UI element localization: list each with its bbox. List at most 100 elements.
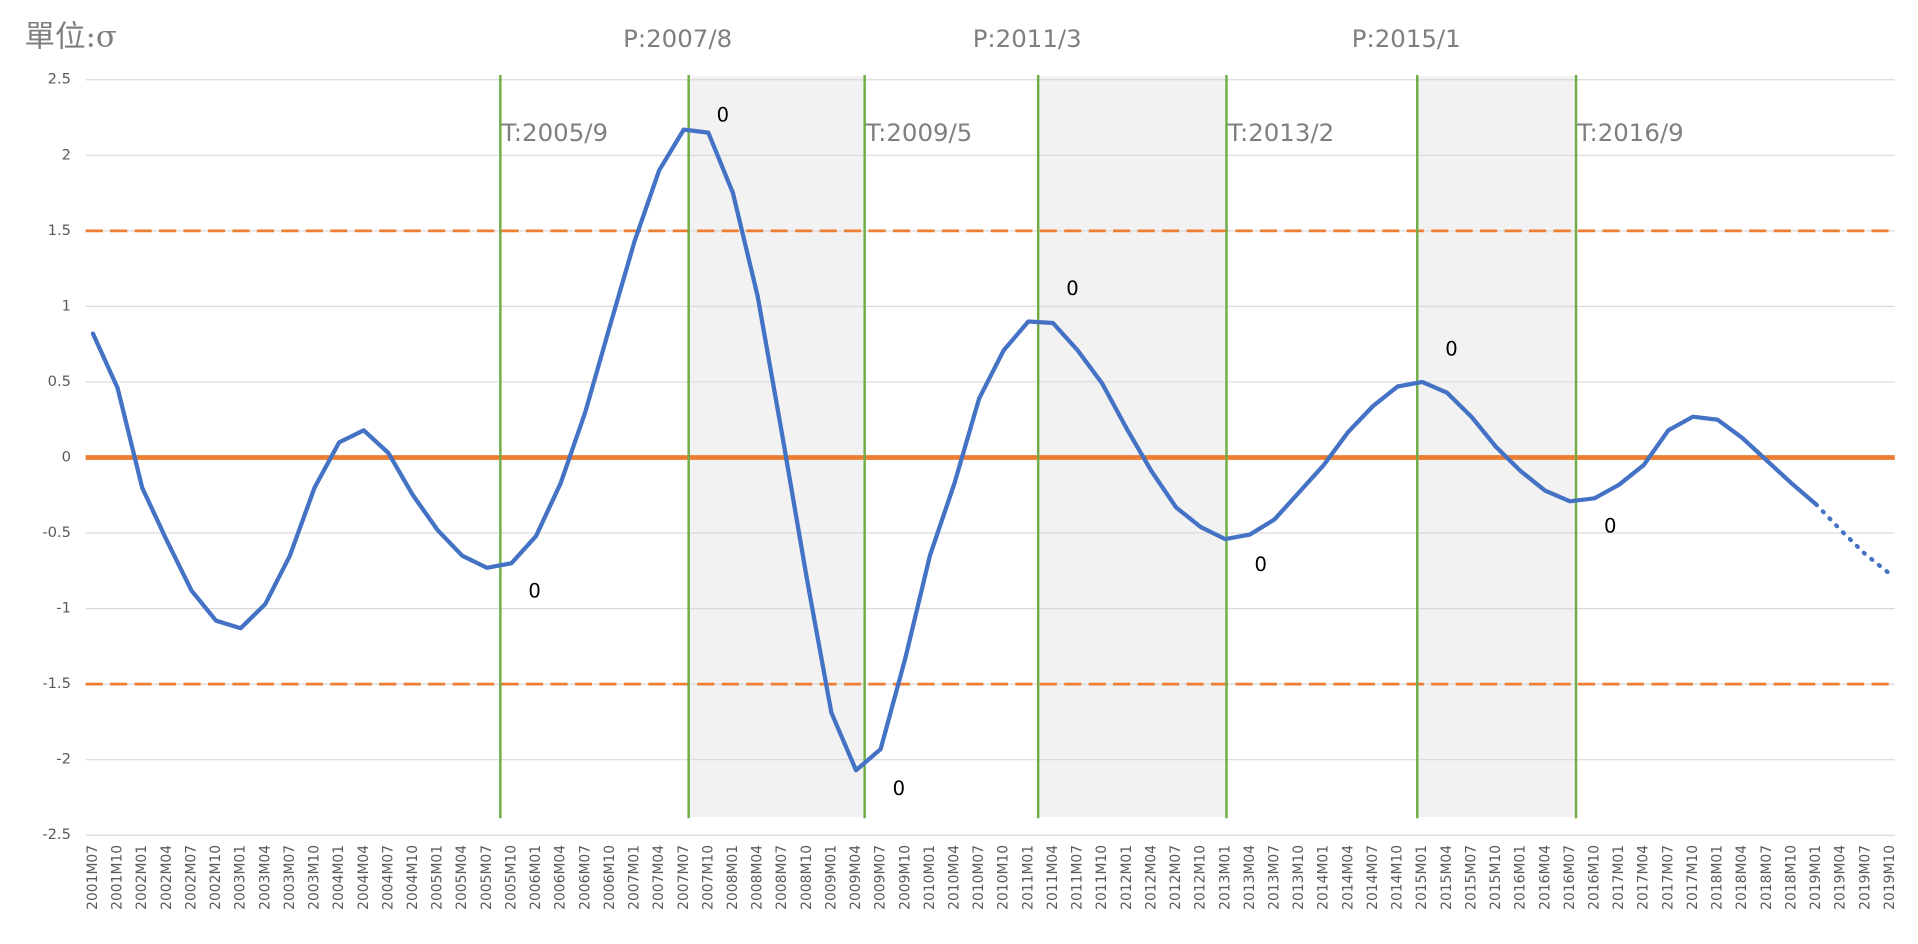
x-tick-label: 2017M10 [1685, 845, 1701, 910]
x-tick-label: 2010M01 [922, 845, 938, 910]
y-tick-label: -1.5 [42, 675, 71, 692]
y-tick-label: -2.5 [42, 826, 71, 843]
y-tick-label: -0.5 [42, 524, 71, 541]
x-tick-label: 2005M10 [503, 845, 519, 910]
x-tick-label: 2005M04 [454, 845, 470, 910]
x-tick-label: 2002M01 [134, 845, 150, 910]
y-tick-label: 0 [62, 449, 71, 466]
x-tick-label: 2005M07 [479, 845, 495, 910]
x-tick-label: 2015M01 [1414, 845, 1430, 910]
x-tick-label: 2004M01 [331, 845, 347, 910]
x-tick-label: 2019M10 [1882, 845, 1898, 910]
y-tick-label: 0.5 [48, 373, 71, 390]
x-tick-label: 2018M04 [1734, 845, 1750, 910]
x-tick-label: 2012M10 [1193, 845, 1209, 910]
x-tick-label: 2008M04 [750, 845, 766, 910]
shade-region [688, 76, 865, 818]
x-tick-label: 2013M01 [1217, 845, 1233, 910]
x-tick-label: 2012M04 [1143, 845, 1159, 910]
x-tick-label: 2008M07 [774, 845, 790, 910]
turning-marker: 0 [1604, 515, 1616, 538]
x-tick-label: 2001M07 [85, 845, 101, 910]
x-tick-label: 2012M01 [1119, 845, 1135, 910]
x-tick-label: 2003M01 [233, 845, 249, 910]
turning-marker: 0 [717, 104, 729, 127]
x-tick-label: 2007M04 [651, 845, 667, 910]
x-tick-label: 2013M10 [1291, 845, 1307, 910]
x-tick-label: 2014M01 [1316, 845, 1332, 910]
turning-label: T:2005/9 [501, 118, 608, 147]
turning-label: T:2013/2 [1227, 118, 1334, 147]
x-tick-label: 2011M01 [1020, 845, 1036, 910]
x-tick-label: 2017M01 [1611, 845, 1627, 910]
x-tick-label: 2015M07 [1463, 845, 1479, 910]
x-tick-label: 2019M04 [1833, 845, 1849, 910]
turning-label: T:2016/9 [1576, 118, 1683, 147]
x-tick-label: 2011M10 [1094, 845, 1110, 910]
x-tick-label: 2006M07 [577, 845, 593, 910]
shade-region [1038, 76, 1227, 818]
x-tick-label: 2007M10 [700, 845, 716, 910]
turning-marker: 0 [1445, 338, 1457, 361]
y-tick-label: -2 [56, 751, 71, 768]
turning-label: P:2011/3 [973, 24, 1082, 53]
x-tick-label: 2010M10 [996, 845, 1012, 910]
x-tick-label: 2018M07 [1759, 845, 1775, 910]
x-tick-label: 2008M01 [725, 845, 741, 910]
x-tick-label: 2014M07 [1365, 845, 1381, 910]
x-tick-label: 2016M07 [1562, 845, 1578, 910]
x-tick-label: 2009M07 [873, 845, 889, 910]
x-tick-label: 2016M10 [1586, 845, 1602, 910]
x-tick-label: 2009M01 [823, 845, 839, 910]
x-tick-label: 2013M07 [1266, 845, 1282, 910]
turning-marker: 0 [1066, 277, 1078, 300]
x-tick-label: 2009M04 [848, 845, 864, 910]
x-tick-label: 2003M04 [257, 845, 273, 910]
turning-label: P:2015/1 [1352, 24, 1461, 53]
x-tick-label: 2018M10 [1783, 845, 1799, 910]
x-tick-label: 2017M07 [1660, 845, 1676, 910]
x-tick-label: 2019M01 [1808, 845, 1824, 910]
x-tick-label: 2015M10 [1488, 845, 1504, 910]
x-tick-label: 2002M04 [159, 845, 175, 910]
x-tick-label: 2001M10 [110, 845, 126, 910]
x-tick-label: 2007M07 [676, 845, 692, 910]
x-tick-label: 2010M04 [946, 845, 962, 910]
y-tick-label: 2 [62, 146, 71, 163]
x-tick-label: 2007M01 [626, 845, 642, 910]
x-tick-label: 2006M01 [528, 845, 544, 910]
y-tick-label: 2.5 [48, 71, 71, 88]
x-tick-label: 2011M07 [1070, 845, 1086, 910]
x-tick-label: 2004M04 [356, 845, 372, 910]
x-tick-label: 2019M07 [1857, 845, 1873, 910]
x-tick-label: 2002M07 [183, 845, 199, 910]
turning-marker: 0 [528, 579, 540, 602]
chart-title: 單位:σ [24, 20, 116, 55]
x-tick-label: 2018M01 [1710, 845, 1726, 910]
turning-marker: 0 [1255, 553, 1267, 576]
x-tick-label: 2004M10 [405, 845, 421, 910]
x-tick-label: 2003M07 [282, 845, 298, 910]
x-tick-label: 2003M10 [306, 845, 322, 910]
x-tick-label: 2014M10 [1390, 845, 1406, 910]
data-line [90, 127, 1819, 773]
turning-label: T:2009/5 [865, 118, 972, 147]
x-tick-label: 2017M04 [1636, 845, 1652, 910]
y-tick-label: 1 [62, 297, 71, 314]
data-line [1813, 502, 1893, 576]
x-tick-label: 2013M04 [1242, 845, 1258, 910]
turning-marker: 0 [893, 777, 905, 800]
x-tick-label: 2010M07 [971, 845, 987, 910]
x-tick-label: 2012M07 [1168, 845, 1184, 910]
x-tick-label: 2014M04 [1340, 845, 1356, 910]
y-tick-label: -1 [56, 600, 71, 617]
x-tick-label: 2005M01 [430, 845, 446, 910]
x-tick-label: 2004M07 [380, 845, 396, 910]
x-tick-label: 2016M01 [1513, 845, 1529, 910]
turning-label: P:2007/8 [623, 24, 732, 53]
x-tick-label: 2002M10 [208, 845, 224, 910]
x-tick-label: 2006M04 [553, 845, 569, 910]
x-tick-label: 2015M04 [1439, 845, 1455, 910]
